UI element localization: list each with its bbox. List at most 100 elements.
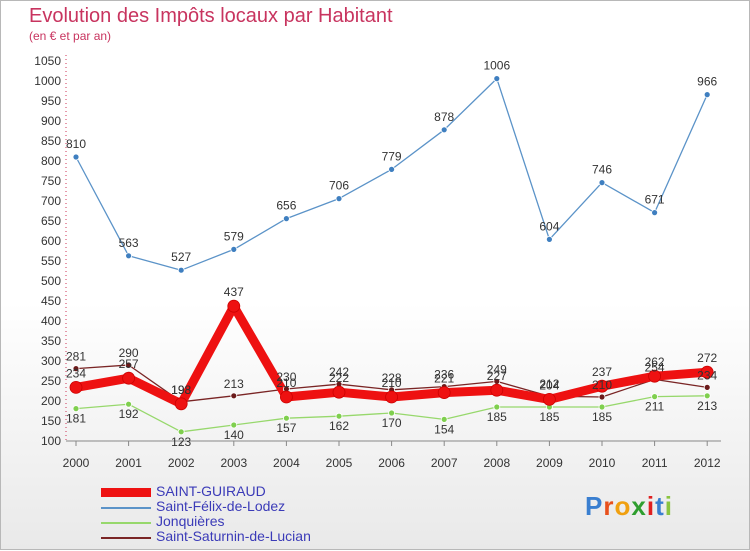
x-tick-label: 2004 <box>273 456 300 470</box>
data-label-jonquieres: 185 <box>592 410 612 424</box>
legend-swatch <box>101 488 151 497</box>
data-label-saint-felix-de-lodez: 706 <box>329 179 349 193</box>
data-point-saint-guiraud <box>332 385 346 399</box>
data-label-jonquieres: 140 <box>224 428 244 442</box>
data-point-saint-saturnin-de-lucian <box>125 361 132 369</box>
legend-swatch <box>101 507 151 509</box>
y-tick-label: 950 <box>41 94 61 108</box>
y-tick-label: 1000 <box>34 74 61 88</box>
data-point-saint-guiraud <box>174 397 188 411</box>
data-point-saint-saturnin-de-lucian <box>230 392 238 400</box>
data-label-saint-felix-de-lodez: 810 <box>66 137 86 151</box>
data-label-saint-felix-de-lodez: 746 <box>592 163 612 177</box>
data-point-saint-felix-de-lodez <box>388 165 396 173</box>
x-tick-label: 2005 <box>326 456 353 470</box>
x-tick-label: 2012 <box>694 456 721 470</box>
legend-label: SAINT-GUIRAUD <box>156 483 266 499</box>
y-tick-label: 550 <box>41 254 61 268</box>
x-tick-label: 2006 <box>378 456 405 470</box>
y-tick-label: 650 <box>41 214 61 228</box>
data-point-saint-felix-de-lodez <box>72 153 80 161</box>
y-tick-label: 450 <box>41 294 61 308</box>
data-label-jonquieres: 213 <box>697 399 717 413</box>
data-label-saint-guiraud: 221 <box>434 372 454 386</box>
data-label-jonquieres: 181 <box>66 412 86 426</box>
data-point-jonquieres <box>335 412 343 420</box>
y-tick-label: 850 <box>41 134 61 148</box>
data-label-saint-guiraud: 234 <box>66 366 86 380</box>
data-label-saint-felix-de-lodez: 604 <box>539 219 559 233</box>
data-label-saint-felix-de-lodez: 966 <box>697 75 717 89</box>
proxiti-logo: Proxiti <box>585 491 673 521</box>
data-label-saint-saturnin-de-lucian: 210 <box>592 378 612 392</box>
data-point-jonquieres <box>440 415 448 423</box>
data-label-saint-saturnin-de-lucian: 228 <box>382 371 402 385</box>
y-tick-label: 200 <box>41 394 61 408</box>
y-tick-label: 400 <box>41 314 61 328</box>
data-label-jonquieres: 154 <box>434 422 454 436</box>
data-label-saint-guiraud: 210 <box>276 376 296 390</box>
chart-subtitle: (en € et par an) <box>29 29 112 43</box>
data-label-saint-guiraud: 204 <box>539 378 559 392</box>
data-point-saint-felix-de-lodez <box>177 266 185 274</box>
x-tick-label: 2001 <box>115 456 142 470</box>
data-point-saint-guiraud <box>385 390 399 404</box>
chart-title: Evolution des Impôts locaux par Habitant <box>29 5 393 27</box>
data-label-saint-felix-de-lodez: 671 <box>645 193 665 207</box>
data-point-saint-saturnin-de-lucian <box>598 393 606 401</box>
data-point-saint-felix-de-lodez <box>651 209 658 217</box>
data-point-jonquieres <box>282 414 290 422</box>
y-tick-label: 800 <box>41 154 61 168</box>
data-point-saint-guiraud <box>490 383 504 397</box>
data-label-saint-saturnin-de-lucian: 234 <box>697 368 717 382</box>
data-label-saint-saturnin-de-lucian: 230 <box>276 370 296 384</box>
data-label-saint-guiraud: 437 <box>224 285 244 299</box>
data-label-saint-guiraud: 210 <box>382 376 402 390</box>
data-label-jonquieres: 192 <box>119 407 139 421</box>
data-point-saint-felix-de-lodez <box>282 215 290 223</box>
y-tick-label: 600 <box>41 234 61 248</box>
data-label-jonquieres: 211 <box>645 400 664 414</box>
data-point-jonquieres <box>177 428 185 436</box>
y-tick-label: 250 <box>41 374 61 388</box>
x-tick-label: 2003 <box>220 456 247 470</box>
data-label-saint-saturnin-de-lucian: 236 <box>434 368 454 382</box>
data-point-saint-saturnin-de-lucian <box>72 365 80 373</box>
x-tick-label: 2011 <box>642 456 668 470</box>
data-label-jonquieres: 185 <box>487 410 507 424</box>
data-label-saint-guiraud: 257 <box>119 357 139 371</box>
data-point-saint-felix-de-lodez <box>440 126 448 134</box>
data-label-saint-felix-de-lodez: 656 <box>276 199 296 213</box>
x-tick-label: 2010 <box>589 456 616 470</box>
data-point-jonquieres <box>72 405 80 413</box>
legend-label: Saint-Félix-de-Lodez <box>156 498 286 514</box>
x-tick-label: 2007 <box>431 456 458 470</box>
data-label-saint-saturnin-de-lucian: 290 <box>119 346 139 360</box>
data-point-saint-felix-de-lodez <box>335 195 343 203</box>
data-label-saint-felix-de-lodez: 579 <box>224 229 244 243</box>
data-label-jonquieres: 162 <box>329 419 349 433</box>
data-label-saint-saturnin-de-lucian: 213 <box>224 377 244 391</box>
data-point-jonquieres <box>598 403 606 411</box>
legend-swatch <box>101 537 151 539</box>
data-label-saint-guiraud: 227 <box>487 369 507 383</box>
data-label-saint-saturnin-de-lucian: 249 <box>487 362 507 376</box>
data-point-saint-guiraud <box>543 392 556 406</box>
data-label-saint-felix-de-lodez: 1006 <box>483 59 510 73</box>
data-point-saint-felix-de-lodez <box>493 75 501 82</box>
y-tick-label: 750 <box>41 174 61 188</box>
data-label-saint-felix-de-lodez: 779 <box>382 149 402 163</box>
data-label-saint-saturnin-de-lucian: 242 <box>329 365 349 379</box>
data-point-jonquieres <box>388 409 396 417</box>
data-point-saint-felix-de-lodez <box>230 245 238 253</box>
data-label-jonquieres: 123 <box>171 435 191 449</box>
data-label-saint-guiraud: 272 <box>697 351 717 365</box>
data-point-saint-guiraud <box>437 386 451 400</box>
data-point-saint-guiraud <box>700 365 714 379</box>
y-tick-label: 700 <box>41 194 61 208</box>
data-label-saint-felix-de-lodez: 527 <box>171 250 191 264</box>
y-tick-label: 1050 <box>34 54 61 68</box>
data-label-jonquieres: 157 <box>276 421 296 435</box>
data-label-jonquieres: 170 <box>382 416 402 430</box>
